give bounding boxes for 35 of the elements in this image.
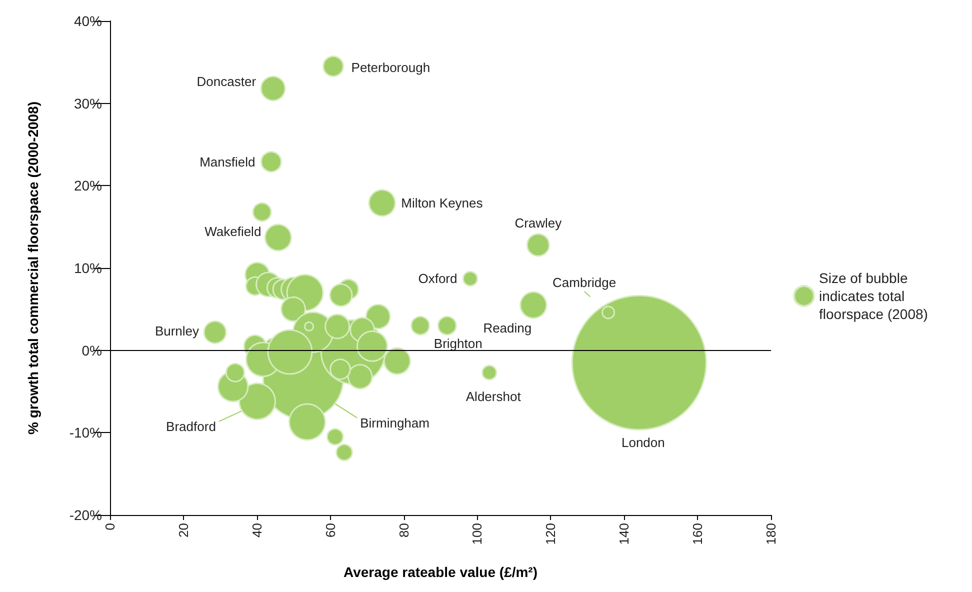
x-tick-label: 180 bbox=[764, 523, 778, 545]
annotation: Aldershot bbox=[466, 389, 522, 404]
annotation: Birmingham bbox=[360, 415, 430, 430]
annotation: Bradford bbox=[166, 418, 216, 434]
y-tick-label: 0% bbox=[82, 342, 102, 358]
y-tick-label: 30% bbox=[74, 95, 102, 112]
y-axis-title: % growth total commercial floorspace (2000-2008) bbox=[25, 102, 41, 434]
annotation: Wakefield bbox=[204, 224, 262, 240]
x-tick-label: 80 bbox=[396, 523, 412, 538]
x-axis-title: Average rateable value (£/m²) bbox=[343, 564, 538, 580]
annotation: Peterborough bbox=[351, 60, 430, 75]
annotation: Burnley bbox=[154, 324, 200, 339]
y-tick-label: -20% bbox=[69, 507, 102, 523]
annotation: London bbox=[621, 434, 665, 450]
x-tick-label: 40 bbox=[249, 523, 264, 538]
y-tick-label: 10% bbox=[74, 260, 102, 276]
annotation: Brighton bbox=[434, 336, 482, 352]
annotation: Oxford bbox=[418, 271, 458, 286]
x-tick-label: 20 bbox=[176, 523, 191, 538]
annotation: Mansfield bbox=[200, 154, 256, 170]
x-tick-label: 140 bbox=[616, 523, 632, 545]
x-tick-label: 120 bbox=[543, 523, 558, 545]
y-tick-label: 20% bbox=[74, 178, 102, 194]
annotation: Milton Keynes bbox=[401, 195, 484, 210]
x-tick-label: 60 bbox=[322, 523, 338, 538]
x-tick-label: 100 bbox=[470, 523, 485, 545]
y-tick-label: 40% bbox=[74, 13, 102, 29]
legend-label: Size of bubble indicates total floorspace (2008) bbox=[819, 270, 928, 322]
annotation: Crawley bbox=[514, 215, 562, 230]
x-tick-label: 0 bbox=[102, 523, 118, 530]
annotation: Reading bbox=[483, 320, 532, 336]
annotation: Doncaster bbox=[196, 74, 257, 90]
x-tick-label: 160 bbox=[690, 523, 706, 545]
y-tick-label: -10% bbox=[69, 424, 102, 441]
annotation: Cambridge bbox=[552, 274, 616, 290]
